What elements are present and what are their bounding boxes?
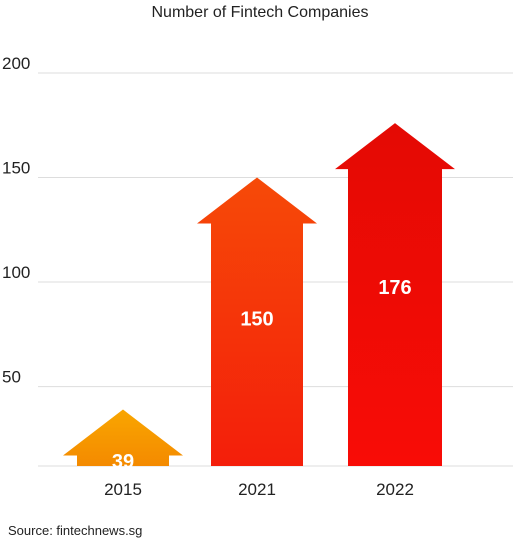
bars bbox=[63, 123, 455, 466]
y-tick-label: 50 bbox=[2, 368, 21, 387]
value-label: 176 bbox=[378, 277, 411, 299]
bar-2015 bbox=[63, 409, 183, 466]
value-label: 39 bbox=[112, 451, 134, 473]
chart-title: Number of Fintech Companies bbox=[152, 4, 369, 21]
y-tick-label: 150 bbox=[2, 159, 30, 178]
x-tick-label: 2022 bbox=[376, 480, 414, 499]
category-labels: 2015 2021 2022 bbox=[104, 480, 414, 499]
x-tick-label: 2015 bbox=[104, 480, 142, 499]
bar-2022 bbox=[335, 123, 455, 466]
value-labels: 39 150 176 bbox=[112, 277, 412, 473]
bar-2021 bbox=[197, 177, 317, 466]
source-note: Source: fintechnews.sg bbox=[8, 523, 143, 538]
y-tick-label: 100 bbox=[2, 263, 30, 282]
x-tick-label: 2021 bbox=[238, 480, 276, 499]
y-tick-label: 200 bbox=[2, 54, 30, 73]
value-label: 150 bbox=[240, 308, 273, 330]
